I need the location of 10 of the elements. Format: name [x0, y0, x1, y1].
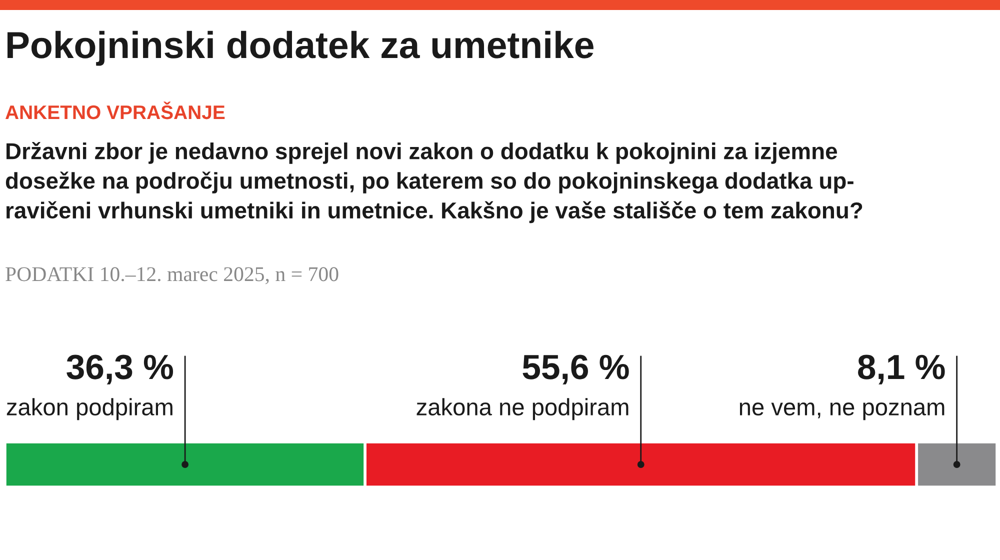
chart-title: Pokojninski dodatek za umetnike	[8, 30, 594, 66]
text: Državni zbor je nedavno sprejel novi zakon o dodatku k pokojnini za izjemne dosežke na področju umetnosti, po katerem so do pokojninskega dodatka up- ravičeni vrhunski umetniki in umetnice. Kakšno je vaše stališče o tem zakonu?	[6, 142, 862, 224]
series-label: zakon podpiram	[6, 398, 172, 420]
text: PODATKI 10.–12. marec 2025, n = 700	[6, 267, 338, 284]
data-label: 55,6 %	[522, 354, 629, 384]
data-label: 8,1 %	[858, 354, 945, 384]
data-label: 36,3 %	[66, 354, 174, 384]
series-label: ne vem, ne poznam	[740, 402, 944, 420]
series-label: zakona ne podpiram	[416, 398, 628, 420]
chart-subtitle: ANKETNO VPRAŠANJE	[5, 102, 225, 120]
